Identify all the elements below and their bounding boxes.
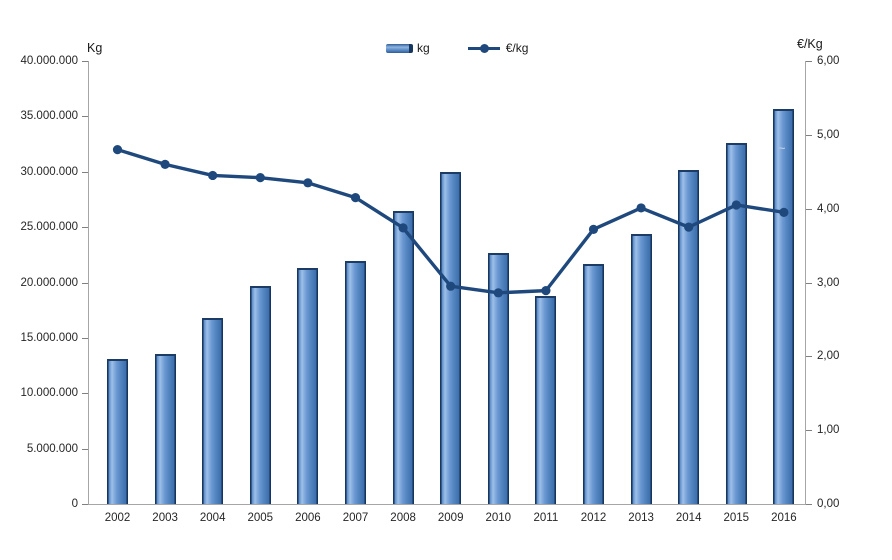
bar-2013 bbox=[630, 234, 652, 504]
line-marker-2004 bbox=[208, 170, 218, 181]
right-axis-tick-label: 3,00 bbox=[817, 276, 840, 289]
x-axis-label-2003: 2003 bbox=[152, 512, 178, 524]
bar-2006 bbox=[297, 268, 319, 504]
right-axis-tick bbox=[806, 356, 812, 358]
legend-item-kg: kg bbox=[386, 41, 430, 55]
left-axis-tick bbox=[82, 393, 88, 395]
line-marker-2016 bbox=[779, 207, 789, 217]
right-axis-tick-label: 1,00 bbox=[817, 424, 840, 437]
legend: kg €/kg bbox=[386, 41, 528, 55]
bar-2016 bbox=[773, 109, 795, 504]
line-marker-2011 bbox=[541, 286, 551, 296]
bar-2004 bbox=[202, 317, 224, 504]
right-axis-line bbox=[805, 61, 806, 504]
line-marker-2009 bbox=[446, 281, 456, 291]
bar-2010 bbox=[487, 253, 509, 504]
bar-2005 bbox=[249, 286, 271, 504]
line-marker-2010 bbox=[493, 288, 503, 298]
left-axis-tick-label: 35.000.000 bbox=[20, 110, 78, 123]
left-axis-tick bbox=[82, 227, 88, 229]
left-axis-title: Kg bbox=[87, 41, 103, 55]
line-marker-2002 bbox=[112, 145, 123, 155]
left-axis-tick bbox=[82, 171, 88, 173]
right-axis-tick bbox=[806, 61, 812, 62]
x-axis-label-2006: 2006 bbox=[295, 512, 321, 524]
right-axis-tick-label: 2,00 bbox=[817, 350, 840, 363]
right-axis-tick bbox=[806, 504, 812, 505]
right-axis-tick-label: 6,00 bbox=[817, 55, 840, 67]
x-axis-label-2012: 2012 bbox=[580, 512, 607, 524]
left-axis-tick-label: 0 bbox=[71, 498, 78, 510]
line-marker-2012 bbox=[588, 224, 599, 234]
legend-label-kg: kg bbox=[417, 41, 430, 55]
left-axis-tick-label: 40.000.000 bbox=[20, 55, 78, 67]
x-axis-label-2013: 2013 bbox=[628, 512, 654, 524]
bar-2011 bbox=[535, 295, 557, 504]
line-marker-2013 bbox=[636, 203, 646, 213]
line-marker-2015 bbox=[731, 200, 741, 210]
left-axis-tick bbox=[82, 337, 88, 339]
bar-2002 bbox=[107, 358, 128, 504]
left-axis-tick bbox=[82, 448, 88, 450]
left-axis-tick-label: 20.000.000 bbox=[20, 276, 78, 289]
x-axis-label-2011: 2011 bbox=[533, 512, 559, 524]
right-axis-tick bbox=[806, 134, 812, 136]
line-marker-2014 bbox=[684, 222, 694, 232]
legend-item-eur-kg: €/kg bbox=[467, 41, 529, 55]
line-marker-2007 bbox=[350, 192, 361, 203]
left-axis-tick-label: 25.000.000 bbox=[20, 221, 78, 234]
bar-2012 bbox=[583, 263, 604, 504]
bar-2009 bbox=[440, 171, 462, 504]
left-axis-tick bbox=[82, 61, 88, 62]
line-path bbox=[115, 147, 786, 295]
left-axis-tick-label: 5.000.000 bbox=[26, 442, 78, 455]
x-axis-label-2010: 2010 bbox=[485, 512, 512, 524]
legend-label-eur-kg: €/kg bbox=[505, 41, 529, 55]
left-axis-tick bbox=[82, 116, 88, 118]
left-axis-tick bbox=[82, 504, 88, 505]
bar-2014 bbox=[678, 169, 700, 504]
x-axis-label-2015: 2015 bbox=[723, 512, 750, 524]
right-axis-title: €/Kg bbox=[797, 37, 823, 51]
x-axis-label-2016: 2016 bbox=[771, 512, 797, 524]
right-axis-tick bbox=[806, 282, 812, 284]
bar-2008 bbox=[392, 211, 414, 504]
x-axis-label-2008: 2008 bbox=[390, 512, 416, 524]
line-dot-swatch-icon bbox=[467, 43, 500, 53]
x-axis-label-2005: 2005 bbox=[247, 512, 274, 524]
bar-2007 bbox=[345, 260, 366, 504]
line-marker-2008 bbox=[398, 223, 408, 233]
bar-swatch-icon bbox=[386, 43, 413, 53]
right-axis-tick-label: 0,00 bbox=[817, 498, 840, 510]
right-axis-tick-label: 4,00 bbox=[817, 202, 840, 215]
x-axis-label-2007: 2007 bbox=[342, 512, 369, 524]
x-axis-label-2009: 2009 bbox=[437, 512, 464, 524]
x-axis-label-2002: 2002 bbox=[104, 512, 131, 524]
right-axis-tick bbox=[806, 430, 812, 432]
line-marker-2005 bbox=[255, 173, 265, 183]
x-axis-line bbox=[88, 504, 806, 505]
bar-2016-mark: ~ bbox=[778, 143, 786, 155]
left-axis-tick-label: 15.000.000 bbox=[20, 331, 78, 344]
line-marker-2003 bbox=[160, 159, 170, 169]
x-axis-label-2004: 2004 bbox=[199, 512, 226, 524]
right-axis-tick bbox=[806, 208, 812, 210]
left-axis-line bbox=[88, 61, 89, 504]
line-marker-2006 bbox=[303, 178, 313, 188]
bar-2003 bbox=[154, 354, 176, 504]
left-axis-tick-label: 30.000.000 bbox=[20, 165, 78, 178]
left-axis-tick bbox=[82, 282, 88, 284]
x-axis-label-2014: 2014 bbox=[675, 512, 702, 524]
bar-2015 bbox=[725, 142, 747, 504]
right-axis-tick-label: 5,00 bbox=[817, 128, 840, 141]
left-axis-tick-label: 10.000.000 bbox=[20, 387, 78, 400]
